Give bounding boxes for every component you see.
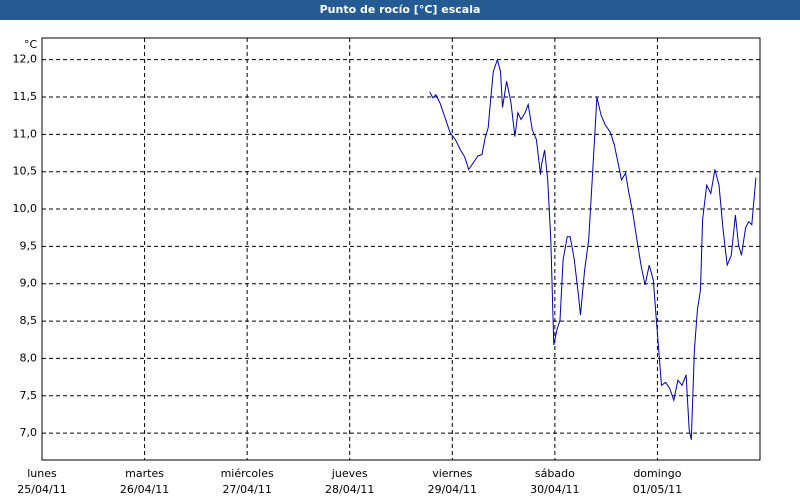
plot-frame: [41, 37, 761, 461]
x-tick-label: 01/05/11: [633, 483, 682, 496]
y-tick-label: 7,5: [20, 389, 38, 402]
x-tick-label: 28/04/11: [325, 483, 374, 496]
chart-title: Punto de rocío [°C] escala: [320, 3, 481, 16]
y-tick-label: 11,5: [13, 90, 38, 103]
x-tick-day: sábado: [535, 467, 575, 480]
x-tick-label: 26/04/11: [120, 483, 169, 496]
x-tick-day: viernes: [432, 467, 472, 480]
y-tick-label: 10,5: [13, 165, 38, 178]
y-tick-label: 8,0: [20, 351, 38, 364]
x-tick-label: 29/04/11: [428, 483, 477, 496]
y-tick-label: 9,5: [20, 239, 38, 252]
x-tick-label: 27/04/11: [222, 483, 271, 496]
y-tick-label: 7,0: [20, 426, 38, 439]
x-tick-day: domingo: [633, 467, 681, 480]
y-tick-label: 9,0: [20, 277, 38, 290]
x-tick-day: jueves: [331, 467, 368, 480]
y-tick-label: 8,5: [20, 314, 38, 327]
x-tick-label: 25/04/11: [17, 483, 66, 496]
y-tick-label: 11,0: [13, 127, 38, 140]
x-tick-day: lunes: [27, 467, 57, 480]
title-bar: [0, 0, 800, 20]
x-tick-day: miércoles: [221, 467, 274, 480]
x-tick-label: 30/04/11: [530, 483, 579, 496]
y-tick-label: 12,0: [13, 53, 38, 66]
y-tick-label: 10,0: [13, 202, 38, 215]
x-tick-day: martes: [125, 467, 164, 480]
data-line: [429, 57, 757, 440]
y-unit: °C: [24, 38, 38, 51]
